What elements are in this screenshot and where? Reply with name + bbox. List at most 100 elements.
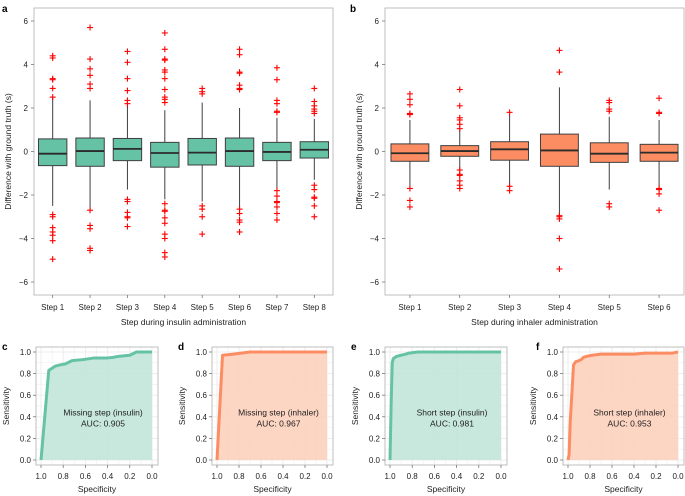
x-tick-label: Step 3 xyxy=(498,303,522,312)
outlier-marker xyxy=(124,87,131,94)
y-tick-label: 0 xyxy=(375,148,380,157)
annotation-auc: AUC: 0.905 xyxy=(81,419,125,429)
outlier-marker xyxy=(556,235,563,242)
annotation-title: Missing step (insulin) xyxy=(63,408,143,418)
box-4: Step 4 xyxy=(539,47,579,312)
outlier-marker xyxy=(406,203,413,210)
outlier-marker xyxy=(161,75,168,82)
outlier-marker xyxy=(87,225,94,232)
outlier-marker xyxy=(87,85,94,92)
x-tick-label: 0.4 xyxy=(277,472,289,481)
y-axis-label: Sensitivity xyxy=(350,386,360,425)
outlier-marker xyxy=(199,90,206,97)
y-tick-label: −2 xyxy=(370,191,380,200)
x-tick-label: 0.6 xyxy=(80,472,92,481)
y-tick-label: 6 xyxy=(375,17,380,26)
plot-frame xyxy=(562,346,685,466)
box-5: Step 5 xyxy=(187,85,217,312)
roc-area xyxy=(41,352,152,460)
y-tick-label: 0.0 xyxy=(547,456,559,465)
y-tick-label: 0.2 xyxy=(20,434,32,443)
outlier-marker xyxy=(124,223,131,230)
box-5: Step 5 xyxy=(589,97,629,312)
x-tick-label: Step 1 xyxy=(41,303,65,312)
x-tick-label: 0.8 xyxy=(58,472,70,481)
outlier-marker xyxy=(87,24,94,31)
annotation-auc: AUC: 0.967 xyxy=(257,419,301,429)
box-2: Step 2 xyxy=(440,86,480,312)
x-tick-label: 0.8 xyxy=(584,472,596,481)
x-tick-label: 0.2 xyxy=(124,472,136,481)
x-axis-label: Specificity xyxy=(253,484,292,494)
y-tick-label: −6 xyxy=(370,278,380,287)
y-tick-label: −4 xyxy=(19,235,29,244)
box-iqr xyxy=(490,141,530,161)
x-axis-label: Specificity xyxy=(78,484,117,494)
outlier-marker xyxy=(456,172,463,179)
outlier-marker xyxy=(236,228,243,235)
y-tick-label: 1.0 xyxy=(547,348,559,357)
y-tick-label: 0.8 xyxy=(547,370,559,379)
x-tick-label: 0.6 xyxy=(255,472,267,481)
y-tick-label: 0.6 xyxy=(196,391,208,400)
annotation-title: Missing step (inhaler) xyxy=(238,408,319,418)
outlier-marker xyxy=(161,69,168,76)
outlier-marker xyxy=(161,29,168,36)
y-tick-label: −2 xyxy=(19,191,29,200)
outlier-marker xyxy=(161,220,168,227)
y-axis-label: Difference with ground truth (s) xyxy=(3,93,13,210)
y-tick-label: 2 xyxy=(375,104,380,113)
y-tick-label: −4 xyxy=(370,235,380,244)
outlier-marker xyxy=(556,69,563,76)
box-6: Step 6 xyxy=(639,95,679,312)
outlier-marker xyxy=(311,202,318,209)
outlier-marker xyxy=(161,99,168,106)
outlier-marker xyxy=(49,85,56,92)
box-3: Step 3 xyxy=(490,109,530,312)
x-tick-label: Step 8 xyxy=(303,303,327,312)
outlier-marker xyxy=(311,110,318,117)
x-axis-label: Step during insulin administration xyxy=(121,317,246,327)
roc-curve xyxy=(215,350,327,461)
outlier-marker xyxy=(606,203,613,210)
roc-area xyxy=(568,352,678,460)
x-tick-label: 0.8 xyxy=(407,472,419,481)
plot-frame xyxy=(35,346,159,466)
x-tick-label: 0.4 xyxy=(451,472,463,481)
box-6: Step 6 xyxy=(224,46,255,312)
y-tick-label: 0.4 xyxy=(196,413,208,422)
x-tick-label: 0.6 xyxy=(429,472,441,481)
outlier-marker xyxy=(161,235,168,242)
x-tick-label: Step 4 xyxy=(548,303,572,312)
outlier-marker xyxy=(656,190,663,197)
outlier-marker xyxy=(87,207,94,214)
y-tick-label: 0.4 xyxy=(547,413,559,422)
y-tick-label: 6 xyxy=(24,17,29,26)
y-axis-label: Sensitivity xyxy=(1,386,11,425)
outlier-marker xyxy=(124,100,131,107)
outlier-marker xyxy=(199,231,206,238)
x-tick-label: Step 6 xyxy=(648,303,672,312)
x-tick-label: Step 4 xyxy=(153,303,177,312)
x-tick-label: 1.0 xyxy=(211,472,223,481)
outlier-marker xyxy=(161,200,168,207)
y-tick-label: 1.0 xyxy=(196,348,208,357)
x-tick-label: Step 6 xyxy=(228,303,252,312)
outlier-marker xyxy=(49,237,56,244)
outlier-marker xyxy=(124,214,131,221)
panel-letter: a xyxy=(2,4,8,15)
x-axis-label: Specificity xyxy=(427,484,466,494)
outlier-marker xyxy=(236,51,243,58)
outlier-marker xyxy=(406,101,413,108)
outlier-marker xyxy=(556,215,563,222)
outlier-marker xyxy=(273,210,280,217)
box-iqr xyxy=(37,138,68,167)
outlier-marker xyxy=(236,210,243,217)
outlier-marker xyxy=(49,76,56,83)
x-axis-label: Specificity xyxy=(604,484,643,494)
x-tick-label: Step 5 xyxy=(191,303,215,312)
outlier-marker xyxy=(506,187,513,194)
panel-letter: f xyxy=(536,342,540,353)
outlier-marker xyxy=(236,70,243,77)
